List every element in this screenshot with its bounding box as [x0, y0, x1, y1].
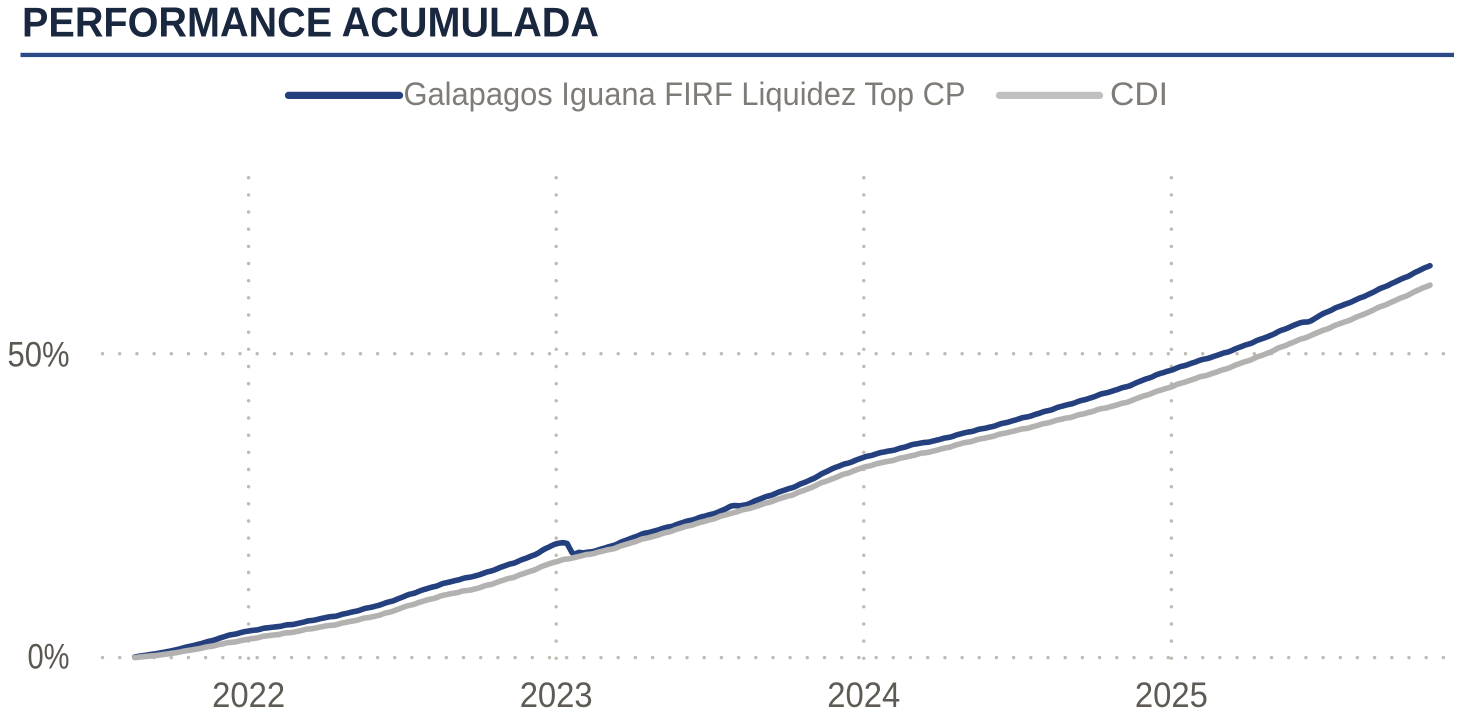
svg-text:CDI: CDI: [1110, 76, 1168, 112]
svg-text:2025: 2025: [1135, 676, 1208, 713]
svg-text:0%: 0%: [28, 638, 70, 677]
svg-text:Galapagos Iguana FIRF Liquidez: Galapagos Iguana FIRF Liquidez Top CP: [404, 76, 966, 112]
svg-text:2023: 2023: [520, 676, 593, 713]
svg-text:50%: 50%: [8, 336, 70, 375]
svg-text:2024: 2024: [827, 676, 900, 713]
svg-text:2022: 2022: [212, 676, 285, 713]
svg-text:PERFORMANCE ACUMULADA: PERFORMANCE ACUMULADA: [22, 0, 599, 46]
